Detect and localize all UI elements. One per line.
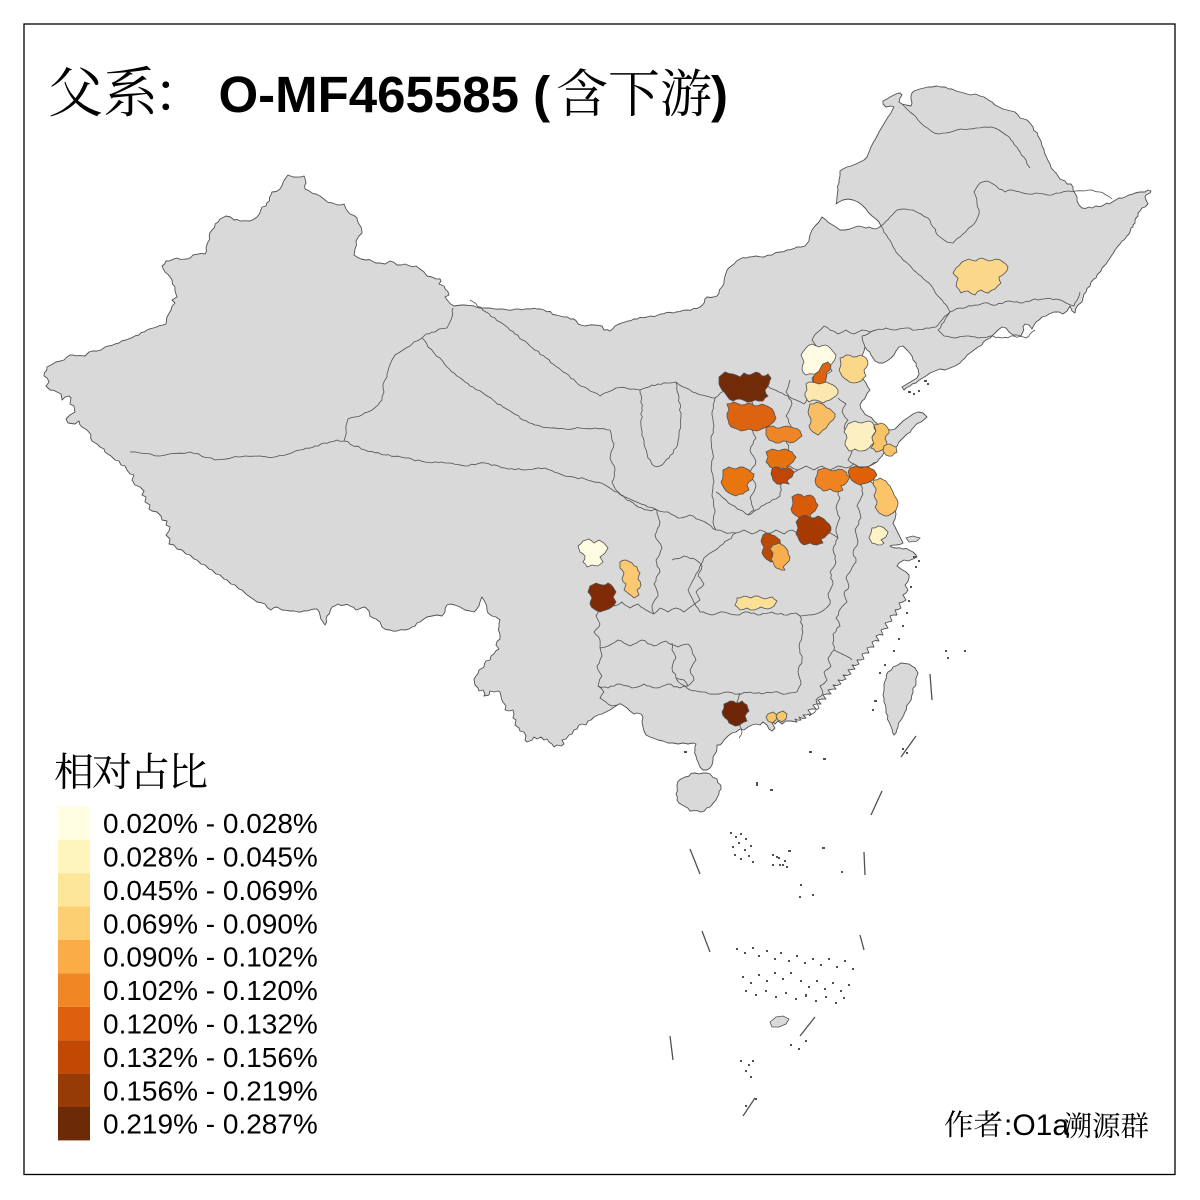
svg-text:0.045% - 0.069%: 0.045% - 0.069% [103, 875, 318, 906]
svg-text:0.156% - 0.219%: 0.156% - 0.219% [103, 1075, 318, 1106]
svg-text:0.219% - 0.287%: 0.219% - 0.287% [103, 1109, 318, 1140]
svg-text:0.028% - 0.045%: 0.028% - 0.045% [103, 842, 318, 873]
svg-text:0.132% - 0.156%: 0.132% - 0.156% [103, 1042, 318, 1073]
svg-text:0.069% - 0.090%: 0.069% - 0.090% [103, 908, 318, 939]
svg-text:): ) [711, 66, 728, 123]
svg-text:0.102% - 0.120%: 0.102% - 0.120% [103, 975, 318, 1006]
svg-text::O1a: :O1a [1004, 1109, 1069, 1142]
svg-text:0.090% - 0.102%: 0.090% - 0.102% [103, 942, 318, 973]
svg-text:0.120% - 0.132%: 0.120% - 0.132% [103, 1009, 318, 1040]
svg-text:O-MF465585 (: O-MF465585 ( [219, 66, 551, 123]
svg-text:0.020% - 0.028%: 0.020% - 0.028% [103, 808, 318, 839]
